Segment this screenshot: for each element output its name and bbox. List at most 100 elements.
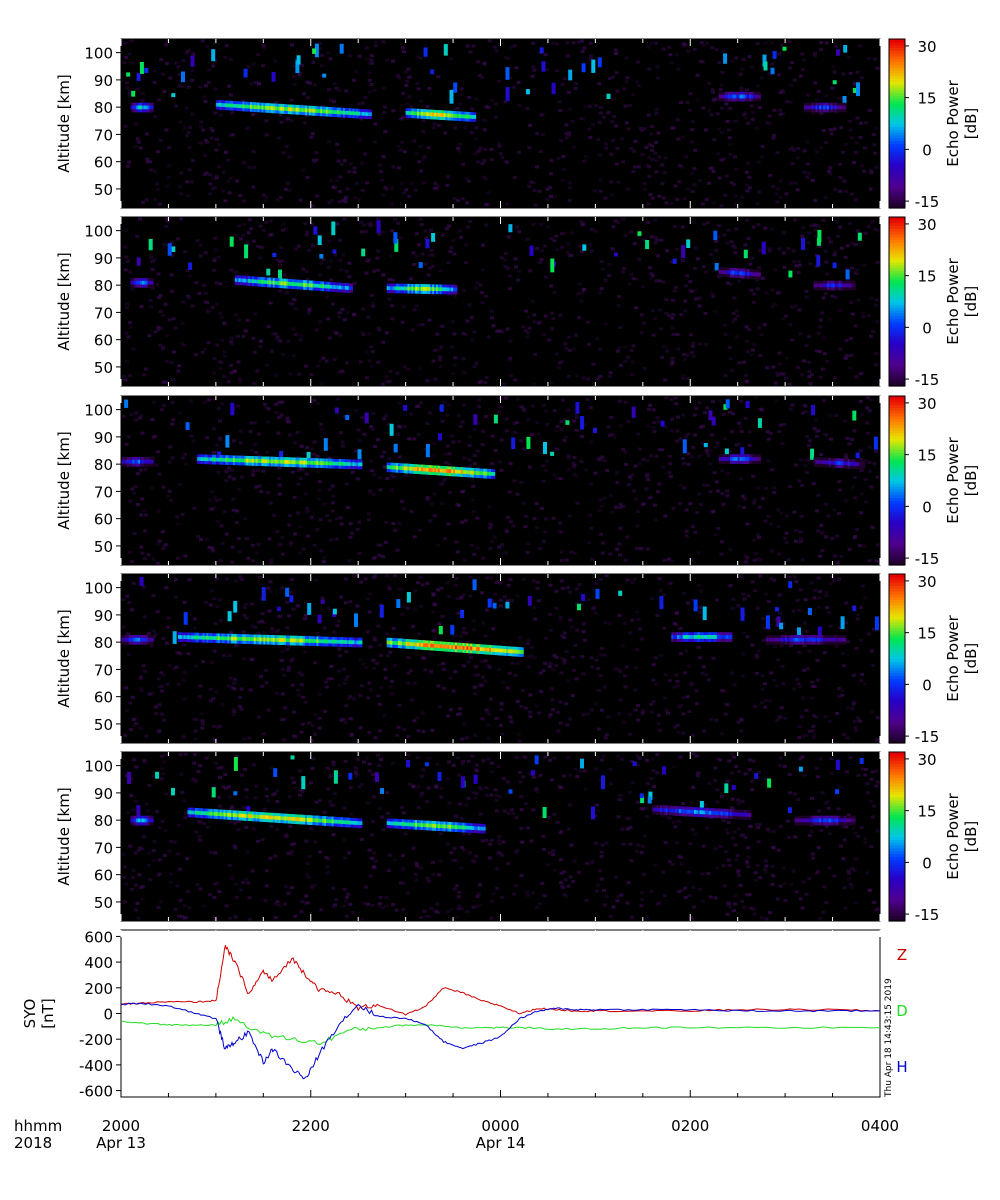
noise-pixel xyxy=(532,189,537,192)
noise-pixel xyxy=(843,255,848,259)
noise-pixel xyxy=(357,551,362,555)
noise-pixel xyxy=(611,139,616,143)
noise-pixel xyxy=(314,328,319,332)
colorbar-tick-label: 15 xyxy=(917,90,936,108)
noise-pixel xyxy=(535,132,540,135)
meteor-echo xyxy=(505,87,510,101)
echo-pixel xyxy=(149,457,154,461)
noise-pixel xyxy=(754,396,759,399)
noise-pixel xyxy=(512,176,517,180)
noise-pixel xyxy=(153,330,158,334)
noise-pixel xyxy=(265,420,270,424)
colorbar-step xyxy=(889,276,905,280)
noise-pixel xyxy=(134,722,139,726)
noise-pixel xyxy=(176,65,181,69)
noise-pixel xyxy=(854,141,859,145)
noise-pixel xyxy=(128,701,133,705)
noise-pixel xyxy=(682,44,687,48)
noise-pixel xyxy=(699,41,704,45)
noise-pixel xyxy=(452,363,457,367)
colorbar-step xyxy=(889,242,905,246)
noise-pixel xyxy=(725,241,730,245)
noise-pixel xyxy=(274,101,279,105)
noise-pixel xyxy=(318,320,323,324)
noise-pixel xyxy=(651,333,656,337)
colorbar-step xyxy=(889,64,905,68)
colorbar-step xyxy=(889,115,905,119)
noise-pixel xyxy=(820,549,825,553)
noise-pixel xyxy=(472,454,477,457)
noise-pixel xyxy=(616,221,621,225)
noise-pixel xyxy=(334,331,339,335)
noise-pixel xyxy=(283,227,288,231)
noise-pixel xyxy=(299,445,304,449)
noise-pixel xyxy=(565,54,570,58)
noise-pixel xyxy=(701,106,706,110)
noise-pixel xyxy=(270,349,274,353)
noise-pixel xyxy=(261,44,266,48)
noise-pixel xyxy=(478,146,483,150)
noise-pixel xyxy=(871,526,876,530)
noise-pixel xyxy=(623,450,628,454)
noise-pixel xyxy=(719,552,724,556)
noise-pixel xyxy=(143,513,148,517)
noise-pixel xyxy=(271,332,276,336)
noise-pixel xyxy=(800,373,804,377)
noise-pixel xyxy=(213,111,218,115)
noise-pixel xyxy=(410,698,415,702)
noise-pixel xyxy=(489,309,494,313)
noise-pixel xyxy=(223,199,228,203)
noise-pixel xyxy=(739,86,744,90)
noise-pixel xyxy=(730,320,735,324)
noise-pixel xyxy=(519,405,524,409)
noise-pixel xyxy=(401,115,406,119)
noise-pixel xyxy=(140,92,145,96)
noise-pixel xyxy=(371,557,376,561)
noise-pixel xyxy=(218,419,222,423)
noise-pixel xyxy=(332,82,337,86)
noise-pixel xyxy=(672,685,677,689)
noise-pixel xyxy=(769,522,774,526)
colorbar-step xyxy=(889,545,905,549)
noise-pixel xyxy=(706,483,711,487)
noise-pixel xyxy=(538,671,543,675)
noise-pixel xyxy=(545,459,550,463)
noise-pixel xyxy=(590,228,594,231)
noise-pixel xyxy=(751,501,756,505)
noise-pixel xyxy=(483,381,488,385)
noise-pixel xyxy=(550,327,555,331)
noise-pixel xyxy=(701,44,706,48)
noise-pixel xyxy=(177,411,182,415)
colorbar-step xyxy=(889,177,905,181)
noise-pixel xyxy=(508,287,512,291)
noise-pixel xyxy=(319,261,324,265)
noise-pixel xyxy=(859,372,864,376)
noise-pixel xyxy=(651,426,656,430)
noise-pixel xyxy=(567,131,572,134)
noise-pixel xyxy=(186,294,191,298)
noise-pixel xyxy=(572,463,577,467)
noise-pixel xyxy=(140,551,145,555)
noise-pixel xyxy=(321,560,326,564)
noise-pixel xyxy=(849,192,854,196)
noise-pixel xyxy=(517,269,522,273)
noise-pixel xyxy=(649,125,654,128)
noise-pixel xyxy=(711,99,716,103)
noise-pixel xyxy=(192,506,197,510)
noise-pixel xyxy=(305,509,310,513)
noise-pixel xyxy=(819,523,824,527)
noise-pixel xyxy=(632,489,637,493)
noise-pixel xyxy=(613,48,618,52)
noise-pixel xyxy=(354,70,359,74)
noise-pixel xyxy=(844,339,849,343)
noise-pixel xyxy=(421,119,426,122)
noise-pixel xyxy=(732,683,737,687)
colorbar-step xyxy=(889,519,905,524)
colorbar-step xyxy=(889,315,905,319)
noise-pixel xyxy=(502,382,507,386)
noise-pixel xyxy=(853,324,858,328)
noise-pixel xyxy=(577,244,582,248)
noise-pixel xyxy=(566,133,571,137)
noise-pixel xyxy=(804,344,809,347)
